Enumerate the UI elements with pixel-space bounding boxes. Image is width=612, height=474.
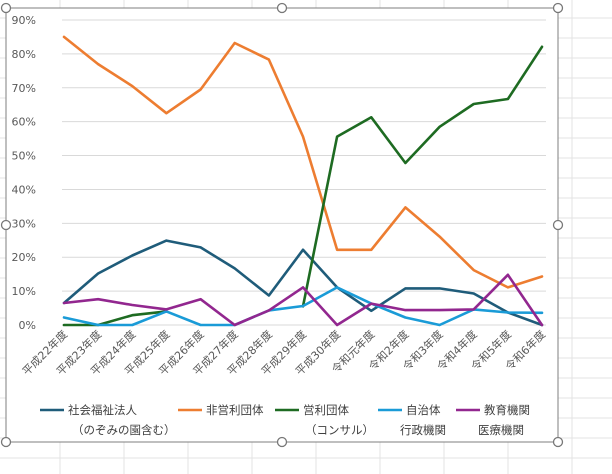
legend-sublabel: 行政機関 [400, 423, 446, 437]
data-point [336, 248, 339, 251]
data-point [199, 88, 202, 91]
data-point [267, 294, 270, 297]
data-point [63, 35, 65, 38]
data-point [541, 45, 543, 48]
y-tick-label: 80% [12, 48, 36, 61]
data-point [302, 135, 304, 138]
data-point [97, 298, 100, 301]
data-point [165, 310, 168, 313]
data-point [472, 308, 475, 311]
data-point [233, 324, 236, 326]
data-point [472, 103, 475, 106]
data-point [131, 85, 134, 88]
y-tick-label: 60% [12, 116, 36, 129]
y-tick-label: 20% [12, 251, 36, 264]
data-point [370, 302, 373, 305]
data-point [506, 286, 509, 289]
data-point [541, 324, 543, 326]
data-point [438, 324, 441, 326]
legend-label: 教育機関 [484, 403, 530, 417]
legend-item-shakai: 社会福祉法人 （のぞみの園含む） [40, 403, 176, 437]
data-point [97, 324, 100, 326]
legend-label: 社会福祉法人 [68, 403, 137, 417]
legend-sublabel: 医療機関 [478, 423, 524, 437]
legend-item-eiri: 営利団体 （コンサル） [275, 403, 374, 437]
data-point [404, 162, 407, 165]
data-point [63, 301, 65, 304]
y-tick-label: 70% [12, 82, 36, 95]
data-point [404, 316, 407, 319]
data-point [302, 286, 304, 289]
selection-handle [552, 219, 564, 231]
data-point [165, 239, 168, 242]
y-tick-label: 30% [12, 217, 36, 230]
data-point [370, 248, 373, 251]
y-tick-label: 50% [12, 150, 36, 163]
data-point [233, 267, 236, 270]
data-point [302, 305, 304, 308]
data-point [438, 287, 441, 290]
chart-area [5, 7, 559, 443]
data-point [438, 309, 441, 312]
data-point [472, 292, 475, 295]
data-point [438, 235, 441, 238]
selection-handle [552, 2, 564, 14]
data-point [199, 246, 202, 249]
y-tick-label: 10% [12, 285, 36, 298]
data-point [267, 309, 270, 312]
legend-sublabel: （のぞみの園含む） [72, 423, 176, 437]
data-point [336, 324, 339, 326]
y-tick-label: 90% [12, 14, 36, 27]
selection-handle [276, 436, 288, 448]
data-point [541, 275, 543, 278]
data-point [472, 269, 475, 272]
selection-handle [552, 436, 564, 448]
data-point [506, 273, 509, 276]
legend-item-hieiri: 非営利団体 [178, 403, 264, 417]
y-tick-label: 0% [19, 319, 36, 332]
data-point [199, 298, 202, 301]
data-point [199, 324, 202, 326]
data-point [541, 311, 543, 314]
selection-handle [276, 2, 288, 14]
selection-handle [0, 2, 12, 14]
data-point [97, 63, 100, 66]
data-point [63, 316, 65, 319]
data-point [404, 206, 407, 209]
y-tick-label: 40% [12, 183, 36, 196]
data-point [131, 314, 134, 317]
data-point [370, 116, 373, 119]
series-hieiri [62, 35, 544, 289]
data-point [506, 97, 509, 100]
data-point [131, 254, 134, 257]
series-line [62, 45, 544, 327]
selection-handle [0, 436, 12, 448]
data-point [131, 304, 134, 307]
data-point [404, 287, 407, 290]
legend-label: 非営利団体 [206, 403, 264, 417]
data-point [97, 272, 100, 275]
data-point [63, 324, 65, 326]
data-point [165, 112, 168, 115]
legend-label: 営利団体 [303, 403, 349, 417]
data-point [506, 311, 509, 314]
data-point [267, 58, 270, 61]
data-point [336, 286, 339, 289]
data-point [165, 308, 168, 311]
selection-handle [0, 219, 12, 231]
data-point [336, 135, 339, 138]
legend-label: 自治体 [406, 403, 441, 417]
series-kyoiku [62, 273, 544, 327]
legend-sublabel: （コンサル） [305, 423, 374, 437]
data-point [131, 324, 134, 326]
data-point [404, 309, 407, 312]
data-point [302, 248, 304, 251]
data-point [370, 309, 373, 312]
data-point [438, 125, 441, 128]
data-point [233, 42, 236, 45]
